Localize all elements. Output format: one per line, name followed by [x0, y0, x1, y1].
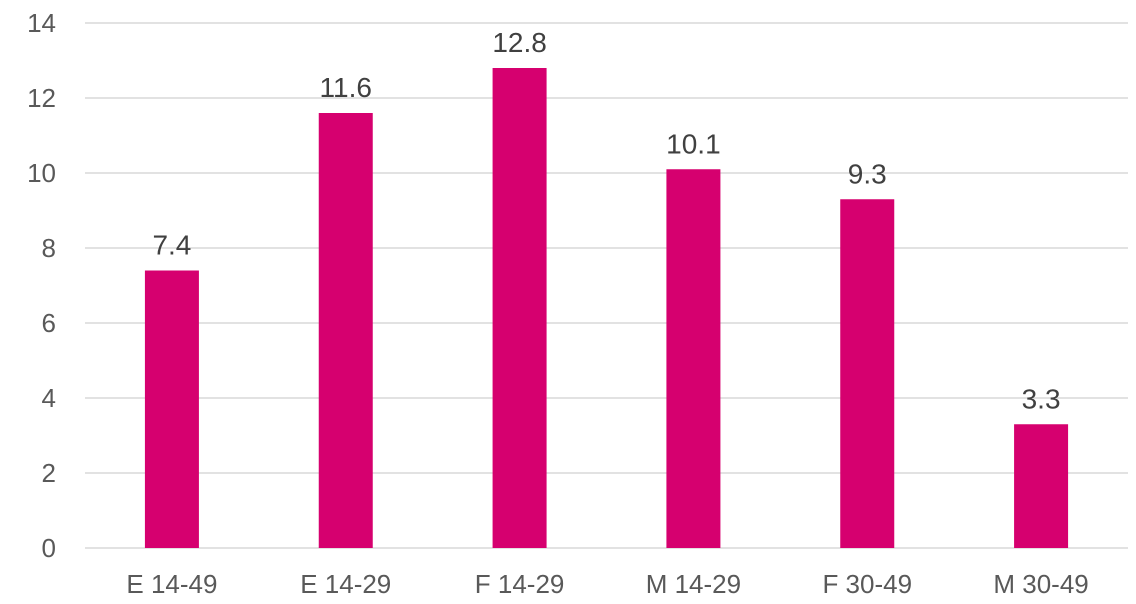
bar-value-label: 12.8 [492, 27, 547, 58]
bar [840, 199, 895, 548]
category-label: M 14-29 [646, 569, 741, 599]
y-tick-label: 14 [27, 8, 56, 38]
y-tick-label: 0 [42, 533, 56, 563]
y-tick-label: 8 [42, 233, 56, 263]
y-tick-label: 12 [27, 83, 56, 113]
category-label: E 14-49 [126, 569, 217, 599]
category-label: M 30-49 [993, 569, 1088, 599]
bar-value-label: 9.3 [848, 158, 887, 189]
bar-value-label: 10.1 [666, 128, 721, 159]
y-tick-label: 10 [27, 158, 56, 188]
bar [1014, 424, 1069, 548]
bar [666, 169, 721, 548]
bar [144, 270, 199, 548]
bar-value-label: 3.3 [1022, 383, 1061, 414]
gridlines [85, 22, 1128, 549]
x-axis-category-labels: E 14-49 E 14-29 F 14-29 M 14-29 F 30-49 M 30-… [126, 569, 1088, 599]
y-axis-tick-labels: 0 2 4 6 8 10 12 14 [27, 8, 56, 563]
y-tick-label: 2 [42, 458, 56, 488]
data-labels: 7.4 11.6 12.8 10.1 9.3 3.3 [152, 27, 1060, 414]
category-label: F 30-49 [822, 569, 912, 599]
bar [318, 113, 373, 548]
bar-value-label: 11.6 [320, 72, 372, 103]
bars [144, 68, 1069, 548]
category-label: F 14-29 [475, 569, 565, 599]
y-tick-label: 6 [42, 308, 56, 338]
bar-value-label: 7.4 [152, 230, 191, 261]
category-label: E 14-29 [300, 569, 391, 599]
bar [492, 68, 547, 548]
y-tick-label: 4 [42, 383, 56, 413]
